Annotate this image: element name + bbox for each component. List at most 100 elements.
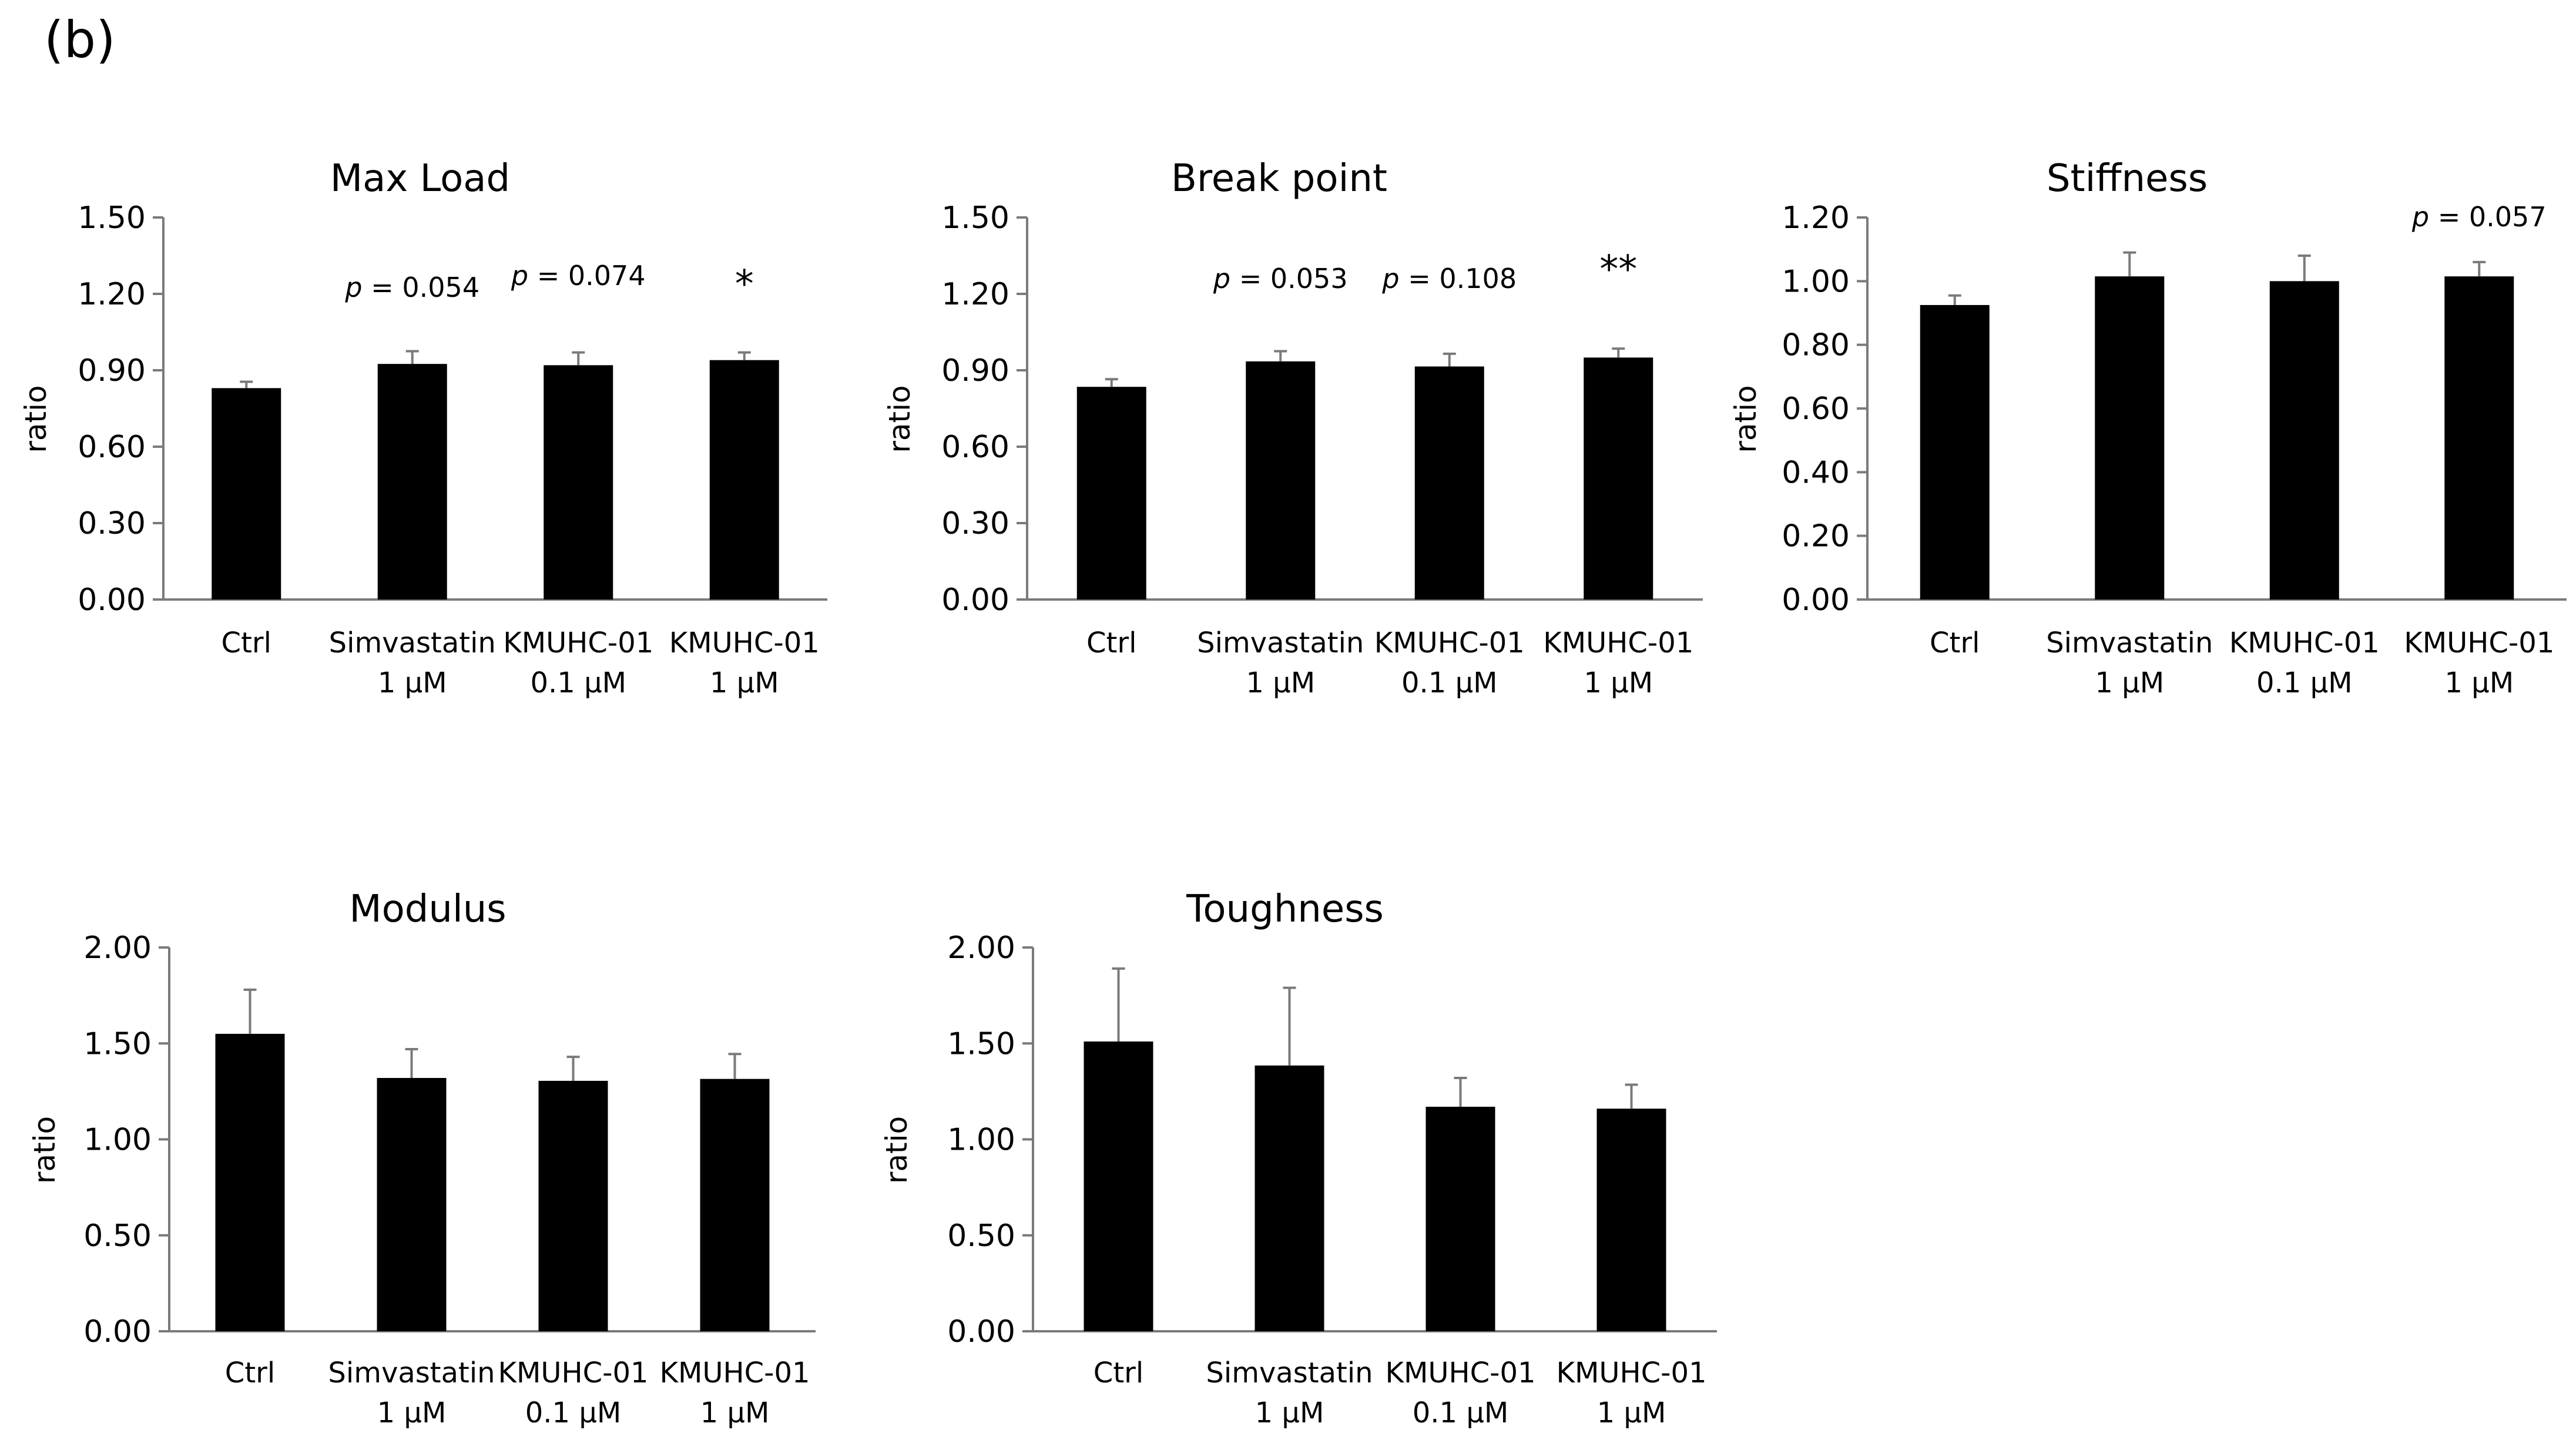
p-value-text: = 0.053 [1230,263,1347,294]
bar [700,1079,770,1331]
bar [1920,304,1990,600]
x-tick-label: 1 μM [1597,1397,1666,1429]
chart-modulus: Modulus ratio 0.00 0.50 1.00 1.50 2.00 Ctrl Simv… [28,888,816,1429]
x-tick-label: 1 μM [2095,667,2164,699]
y-tick-label: 1.20 [78,277,146,312]
x-tick-label: 1 μM [710,667,779,699]
p-value-text: = 0.054 [363,272,479,303]
y-tick-label: 0.60 [78,430,146,465]
p-value-annotation: p = 0.108 [1381,263,1517,294]
chart-title: Max Load [330,157,510,200]
x-tick-label: KMUHC-01 [498,1357,648,1389]
p-symbol: p [511,260,528,292]
bar [538,1080,608,1331]
y-axis-label: ratio [28,1116,62,1184]
y-axis-label: ratio [1729,385,1763,453]
y-tick-label: 0.60 [941,430,1009,465]
y-tick-label: 0.60 [1782,391,1850,427]
x-tick-label: KMUHC-01 [1556,1357,1706,1389]
x-tick-label: KMUHC-01 [659,1357,810,1389]
p-symbol: p [1381,263,1399,294]
y-tick-label: 0.80 [1782,328,1850,363]
bar [1084,1041,1153,1331]
bar [377,1078,447,1331]
x-tick-label: 1 μM [1246,667,1315,699]
y-tick-label: 1.20 [941,277,1009,312]
y-tick-label: 0.50 [947,1218,1015,1254]
y-tick-label: 1.50 [83,1026,152,1061]
bar [1596,1109,1666,1331]
x-tick-label: 0.1 μM [530,667,626,699]
y-tick-label: 1.50 [78,200,146,236]
p-value-text: = 0.074 [528,260,645,292]
y-tick-label: 0.50 [83,1218,152,1254]
p-value-annotation: p = 0.074 [511,260,646,292]
y-axis-label: ratio [19,385,53,453]
bar [1246,361,1316,600]
x-tick-label: KMUHC-01 [1385,1357,1535,1389]
chart-title: Stiffness [2047,157,2208,200]
x-tick-label: KMUHC-01 [669,627,820,659]
x-tick-label: 1 μM [378,667,447,699]
chart-title: Modulus [349,888,506,931]
y-tick-label: 0.20 [1782,519,1850,554]
x-tick-label: Ctrl [1094,1357,1143,1389]
bar [1255,1065,1324,1331]
p-value-text: = 0.108 [1400,263,1517,294]
y-tick-label: 0.00 [941,582,1009,618]
p-value-text: = 0.057 [2429,201,2546,233]
y-tick-label: 0.30 [78,506,146,541]
x-tick-label: 1 μM [1255,1397,1324,1429]
bar [544,365,613,600]
p-value-annotation: p = 0.053 [1213,263,1348,294]
chart-break-point: Break point ratio 0.00 0.30 0.60 0.90 1.20 1.50… [883,157,1703,699]
chart-max-load: Max Load ratio 0.00 0.30 0.60 0.90 1.20 1.50 Ctr… [19,157,827,699]
y-tick-label: 1.50 [947,1026,1015,1061]
x-tick-label: Simvastatin [328,1357,495,1389]
x-tick-label: Simvastatin [329,627,496,659]
panel-label: (b) [44,11,116,69]
bar [709,360,779,600]
p-symbol: p [2411,201,2429,233]
x-tick-label: KMUHC-01 [1374,627,1525,659]
x-tick-label: 0.1 μM [1401,667,1498,699]
x-tick-label: Simvastatin [2046,627,2213,659]
x-tick-label: KMUHC-01 [2229,627,2380,659]
x-tick-label: 0.1 μM [1413,1397,1509,1429]
y-tick-label: 1.00 [1782,264,1850,299]
bar [377,364,447,600]
x-tick-label: 1 μM [700,1397,770,1429]
y-tick-label: 0.40 [1782,455,1850,490]
p-value-annotation: p = 0.054 [344,272,479,303]
x-tick-label: KMUHC-01 [2404,627,2554,659]
bar [1425,1106,1495,1331]
bar [1414,366,1484,600]
x-tick-label: 0.1 μM [2256,667,2353,699]
y-tick-label: 0.00 [1782,582,1850,618]
chart-stiffness: Stiffness ratio 0.00 0.20 0.40 0.60 0.80 1.00 1.… [1729,157,2567,699]
bar [2095,276,2165,600]
x-tick-label: 1 μM [1584,667,1653,699]
significance-marker: ** [1599,248,1637,292]
y-tick-label: 0.90 [941,353,1009,389]
x-tick-label: Simvastatin [1197,627,1364,659]
y-tick-label: 0.30 [941,506,1009,541]
x-tick-label: Simvastatin [1206,1357,1373,1389]
y-tick-label: 1.00 [83,1123,152,1158]
x-tick-label: 1 μM [2444,667,2514,699]
chart-toughness: Toughness ratio 0.00 0.50 1.00 1.50 2.00 Ctrl Si… [880,888,1717,1429]
y-tick-label: 1.20 [1782,200,1850,236]
p-symbol: p [1213,263,1230,294]
x-tick-label: Ctrl [225,1357,275,1389]
y-tick-label: 2.00 [947,930,1015,966]
p-symbol: p [344,272,362,303]
y-tick-label: 2.00 [83,930,152,966]
chart-title: Break point [1171,157,1387,200]
x-tick-label: Ctrl [1930,627,1980,659]
significance-marker: * [735,263,754,306]
y-tick-label: 1.50 [941,200,1009,236]
y-tick-label: 0.00 [78,582,146,618]
y-axis-label: ratio [883,385,917,453]
